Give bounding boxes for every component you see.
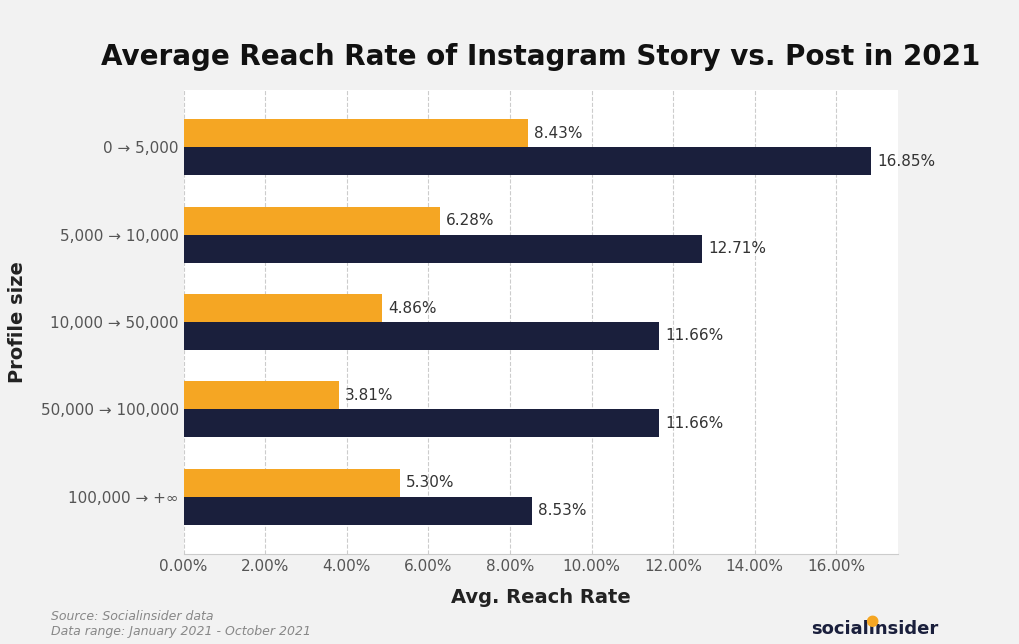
Bar bbox=[183, 207, 439, 234]
Bar bbox=[183, 294, 381, 322]
Text: 8.43%: 8.43% bbox=[533, 126, 582, 140]
Text: socialinsider: socialinsider bbox=[810, 620, 937, 638]
Bar bbox=[183, 410, 658, 437]
Text: Source: Socialinsider data
Data range: January 2021 - October 2021: Source: Socialinsider data Data range: J… bbox=[51, 610, 311, 638]
Text: 12.71%: 12.71% bbox=[707, 241, 765, 256]
X-axis label: Avg. Reach Rate: Avg. Reach Rate bbox=[450, 587, 630, 607]
Text: 16.85%: 16.85% bbox=[876, 153, 934, 169]
Text: ●: ● bbox=[865, 613, 877, 628]
Bar bbox=[183, 497, 531, 525]
Text: 4.86%: 4.86% bbox=[387, 301, 436, 316]
Bar bbox=[183, 147, 870, 175]
Text: 5.30%: 5.30% bbox=[406, 475, 454, 491]
Title: Average Reach Rate of Instagram Story vs. Post in 2021: Average Reach Rate of Instagram Story vs… bbox=[101, 43, 979, 71]
Text: 11.66%: 11.66% bbox=[664, 416, 723, 431]
Bar bbox=[183, 234, 701, 263]
Text: 3.81%: 3.81% bbox=[344, 388, 393, 403]
Text: 11.66%: 11.66% bbox=[664, 328, 723, 343]
Bar bbox=[183, 469, 399, 497]
Text: 8.53%: 8.53% bbox=[537, 504, 586, 518]
Y-axis label: Profile size: Profile size bbox=[8, 261, 26, 383]
Bar bbox=[183, 381, 338, 410]
Text: 6.28%: 6.28% bbox=[445, 213, 494, 228]
Bar bbox=[183, 322, 658, 350]
Bar bbox=[183, 119, 527, 147]
